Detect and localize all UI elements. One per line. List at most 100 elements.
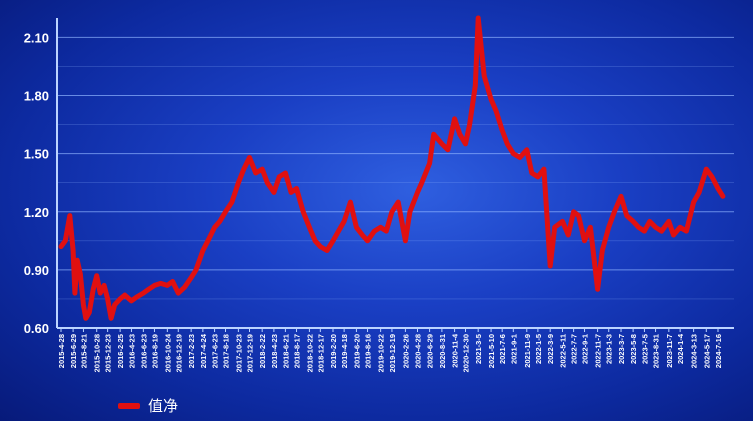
data-point — [536, 175, 540, 179]
data-point — [78, 272, 82, 276]
y-tick-label: 1.50 — [24, 147, 49, 162]
x-tick-label: 2019-6-20 — [352, 334, 361, 368]
data-point — [277, 175, 281, 179]
data-point — [307, 225, 311, 229]
data-point — [301, 210, 305, 214]
data-point — [201, 249, 205, 252]
data-point — [318, 245, 322, 249]
data-point — [313, 239, 317, 243]
data-point — [260, 167, 264, 171]
data-point — [625, 214, 629, 218]
data-point — [612, 210, 616, 214]
data-point — [396, 200, 400, 204]
data-point — [242, 167, 246, 171]
data-point — [189, 276, 193, 280]
x-tick-label: 2020-12-30 — [462, 334, 471, 372]
data-point — [73, 291, 77, 295]
data-point — [678, 225, 682, 229]
x-tick-label: 2021-5-10 — [487, 334, 496, 368]
data-point — [325, 249, 329, 252]
data-point — [684, 229, 688, 233]
data-point — [360, 233, 364, 237]
data-point — [354, 225, 358, 229]
data-point — [59, 245, 63, 249]
x-tick-label: 2017-12-19 — [245, 334, 254, 372]
x-tick-label: 2017-10-23 — [234, 334, 243, 372]
data-point — [432, 132, 436, 136]
data-point — [403, 239, 407, 243]
x-tick-label: 2020-4-28 — [414, 334, 423, 368]
data-point — [458, 132, 462, 136]
data-point — [583, 239, 586, 243]
data-point — [473, 84, 477, 88]
x-tick-label: 2018-4-23 — [270, 334, 279, 368]
data-point — [390, 210, 394, 214]
data-point — [416, 190, 419, 194]
data-point — [84, 316, 88, 320]
x-tick-label: 2022-9-1 — [581, 334, 590, 364]
data-point — [106, 297, 110, 301]
x-tick-label: 2017-8-18 — [221, 334, 230, 368]
data-point — [654, 225, 658, 229]
data-point — [553, 225, 557, 229]
legend-swatch — [118, 402, 140, 409]
data-point — [68, 214, 72, 218]
x-tick-label: 2021-3-5 — [474, 334, 483, 364]
data-point — [542, 167, 546, 171]
x-tick-label: 2015-12-23 — [104, 334, 113, 372]
data-point — [408, 210, 412, 214]
x-tick-label: 2024-5-17 — [702, 334, 711, 368]
data-point — [98, 291, 102, 295]
data-point — [283, 171, 287, 175]
x-tick-label: 2019-8-16 — [364, 334, 373, 368]
legend-label: 值净 — [148, 397, 179, 415]
x-tick-label: 2021-9-1 — [509, 334, 518, 364]
x-tick-label: 2020-2-26 — [401, 334, 410, 368]
x-tick-label: 2020-8-31 — [438, 334, 447, 368]
data-point — [379, 225, 383, 229]
x-tick-label: 2017-4-24 — [199, 333, 208, 368]
data-point — [348, 200, 352, 204]
data-point — [248, 156, 251, 159]
x-tick-label: 2021-11-9 — [523, 334, 532, 368]
x-tick-label: 2018-10-22 — [305, 334, 314, 372]
data-point — [81, 303, 85, 307]
data-point — [667, 219, 671, 223]
data-point — [446, 148, 450, 152]
data-point — [500, 128, 504, 132]
x-tick-label: 2021-7-6 — [498, 334, 507, 364]
data-point — [194, 268, 198, 272]
x-tick-label: 2024-1-4 — [676, 333, 685, 364]
data-point — [109, 316, 113, 320]
data-point — [505, 142, 509, 146]
x-tick-label: 2015-6-29 — [69, 334, 78, 368]
x-tick-label: 2016-4-23 — [127, 334, 136, 368]
legend: 值净 — [118, 395, 178, 416]
data-point — [548, 264, 552, 268]
x-tick-label: 2016-2-25 — [116, 334, 125, 368]
data-point — [95, 274, 99, 278]
data-point — [561, 219, 564, 223]
x-tick-label: 2023-3-7 — [617, 334, 626, 364]
y-tick-label: 2.10 — [24, 30, 49, 45]
data-point — [366, 239, 369, 243]
y-tick-label: 0.90 — [24, 263, 49, 278]
data-point — [453, 117, 457, 121]
x-tick-label: 2023-11-7 — [665, 334, 674, 368]
data-point — [464, 142, 467, 146]
data-point — [468, 123, 472, 127]
data-point — [265, 181, 269, 185]
x-tick-label: 2022-11-7 — [594, 334, 603, 368]
data-point — [572, 210, 576, 214]
x-tick-label: 2018-12-17 — [316, 334, 325, 372]
data-point — [224, 210, 227, 214]
data-point — [642, 229, 646, 233]
data-point — [141, 291, 145, 295]
x-tick-label: 2024-7-16 — [714, 334, 723, 368]
data-point — [218, 219, 222, 223]
data-point — [118, 297, 122, 301]
data-point — [482, 74, 486, 78]
x-tick-label: 2016-6-23 — [139, 334, 148, 368]
y-tick-label: 1.20 — [24, 205, 49, 220]
data-point — [530, 171, 534, 175]
